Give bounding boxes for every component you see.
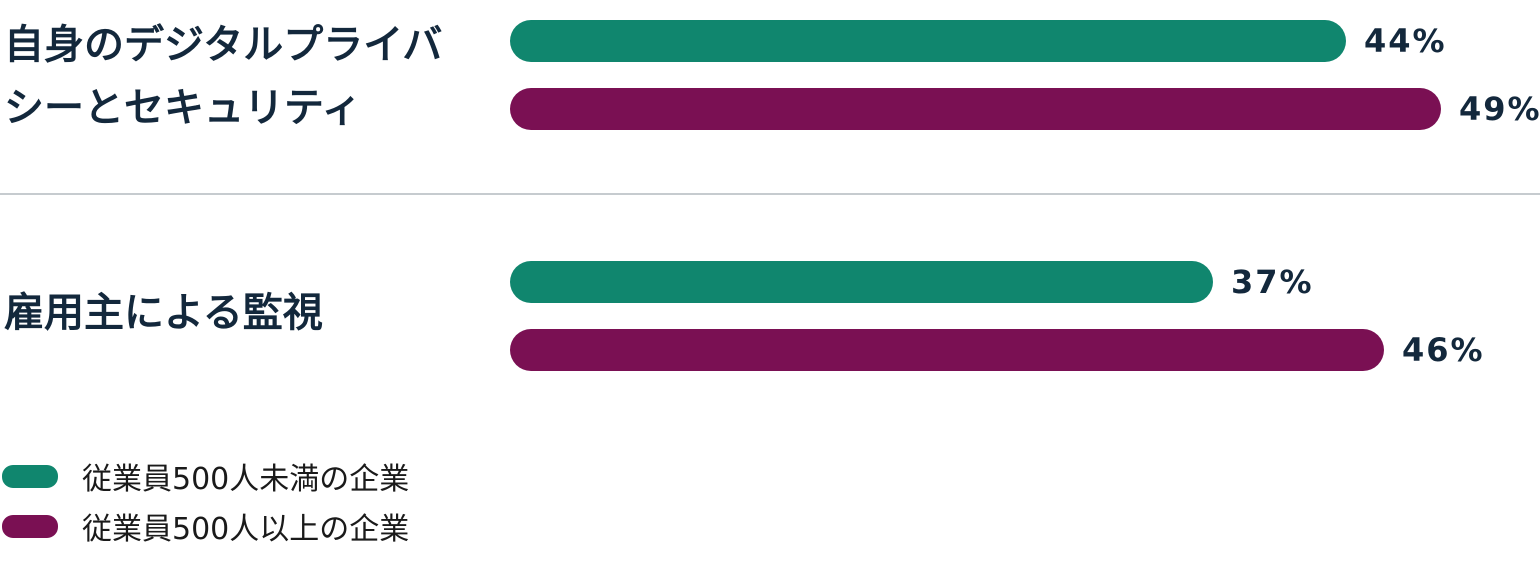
- bar-over500-monitoring: [510, 329, 1384, 371]
- value-label: 37%: [1231, 263, 1314, 301]
- legend-label: 従業員500人以上の企業: [82, 512, 410, 547]
- bar-over500-privacy: [510, 88, 1441, 130]
- bar-row: 44%: [510, 20, 1447, 62]
- legend-item-under500: 従業員500人未満の企業: [2, 461, 409, 497]
- value-label: 46%: [1402, 331, 1485, 369]
- value-label: 49%: [1459, 90, 1540, 128]
- category-label-digital-privacy: 自身のデジタルプライバシーとセキュリティ: [4, 22, 443, 131]
- bar-under500-privacy: [510, 20, 1346, 62]
- value-label: 44%: [1364, 22, 1447, 60]
- bar-under500-monitoring: [510, 261, 1213, 303]
- bar-row: 49%: [510, 88, 1540, 130]
- legend-item-over500: 従業員500人以上の企業: [2, 511, 409, 547]
- group-divider: [0, 193, 1540, 195]
- bar-row: 46%: [510, 329, 1485, 371]
- category-label-employer-monitoring: 雇用主による監視: [4, 290, 323, 336]
- bar-row: 37%: [510, 261, 1314, 303]
- legend-label: 従業員500人未満の企業: [82, 462, 410, 497]
- legend-swatch-teal: [2, 464, 58, 488]
- legend-swatch-plum: [2, 514, 58, 538]
